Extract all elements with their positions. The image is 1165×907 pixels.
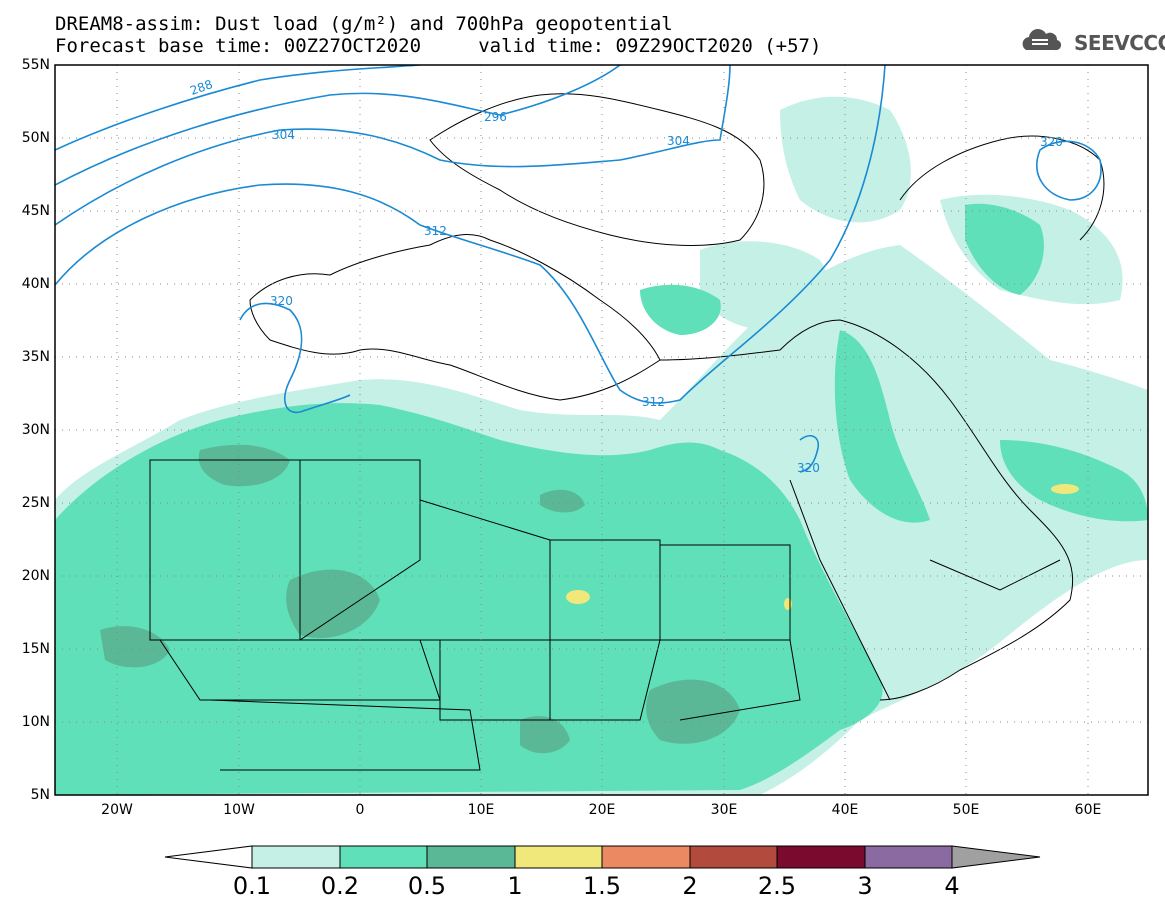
dust-band-medium-caspian	[965, 203, 1044, 295]
dust-band-medium-gulf	[1000, 440, 1148, 522]
map-title-line1: DREAM8-assim: Dust load (g/m²) and 700hP…	[55, 13, 673, 35]
contour-312	[55, 65, 886, 404]
contour-320-west	[239, 302, 351, 414]
contour-labels: 288 296 304 304 312 312 320 320 320	[188, 77, 1063, 475]
dust-band-dark-1	[198, 444, 290, 487]
dust-band-yellow-2	[784, 598, 792, 610]
map-frame	[54, 64, 1149, 796]
dust-band-yellow-1	[566, 590, 590, 604]
colorbar-swatch	[601, 845, 691, 869]
colorbar-swatch	[864, 845, 953, 869]
dust-band-light-north	[780, 96, 911, 223]
lat-tick-label: 15N	[21, 641, 50, 657]
contour-label: 288	[188, 77, 214, 98]
dust-band-dark-3	[100, 626, 170, 668]
contour-288	[55, 65, 421, 151]
colorbar-under	[164, 845, 253, 869]
logo-text: SEEVCCC	[1074, 31, 1165, 55]
lat-tick-label: 55N	[21, 57, 50, 73]
lat-tick-label: 25N	[21, 495, 50, 511]
lon-tick-label: 50E	[952, 802, 980, 818]
lat-tick-label: 20N	[21, 568, 50, 584]
colorbar-swatch	[339, 845, 428, 869]
colorbar-swatch	[514, 845, 603, 869]
colorbar-label: 2.5	[757, 872, 797, 900]
dust-band-medium-aegean	[640, 284, 721, 335]
contour-320-east	[1036, 140, 1102, 201]
lat-tick-label: 40N	[21, 276, 50, 292]
lat-tick-label: 35N	[21, 349, 50, 365]
contour-296	[55, 65, 621, 186]
lat-tick-label: 30N	[21, 422, 50, 438]
colorbar-label: 3	[857, 872, 873, 900]
dust-band-dark-6	[540, 489, 585, 513]
colorbar-swatch	[776, 845, 866, 869]
contour-label: 320	[797, 461, 820, 475]
lon-tick-label: 10W	[223, 802, 255, 818]
lat-tick-label: 10N	[21, 714, 50, 730]
dust-band-yellow-3	[1051, 484, 1079, 494]
lon-tick-label: 40E	[831, 802, 859, 818]
contour-320-arabia	[799, 435, 820, 473]
coastlines	[149, 93, 1105, 771]
colorbar-label: 0.2	[320, 872, 360, 900]
colorbar-label: 1.5	[582, 872, 622, 900]
colorbar	[164, 845, 1041, 869]
contour-label: 304	[272, 128, 295, 142]
dust-band-light-balkans	[700, 241, 829, 331]
colorbar-over	[951, 845, 1041, 869]
lat-tick-label: 5N	[30, 787, 50, 803]
lon-tick-label: 10E	[467, 802, 495, 818]
lat-tick-label: 45N	[21, 203, 50, 219]
contour-label: 320	[270, 294, 293, 308]
colorbar-swatch	[251, 845, 341, 869]
contour-label: 312	[642, 395, 665, 409]
contour-label: 304	[667, 134, 690, 148]
lon-tick-label: 30E	[710, 802, 738, 818]
contour-label: 296	[484, 110, 507, 124]
dust-band-dark-4	[646, 679, 740, 744]
dust-band-medium-arabia	[834, 330, 930, 523]
lon-tick-label: 0	[355, 802, 365, 818]
contour-304	[55, 65, 731, 226]
geopotential-contours	[55, 65, 1102, 473]
contour-label: 312	[424, 224, 447, 238]
lon-tick-label: 20E	[588, 802, 616, 818]
colorbar-label: 4	[944, 872, 960, 900]
lon-tick-label: 20W	[101, 802, 133, 818]
dust-field	[55, 96, 1148, 795]
lon-tick-label: 60E	[1074, 802, 1102, 818]
colorbar-swatch	[426, 845, 516, 869]
colorbar-label: 1	[507, 872, 523, 900]
cloud-logo-icon	[1022, 29, 1062, 51]
dust-band-dark-2	[286, 569, 380, 639]
lat-tick-label: 50N	[21, 130, 50, 146]
colorbar-label: 0.5	[407, 872, 447, 900]
map-title-line2: Forecast base time: 00Z27OCT2020 valid t…	[55, 35, 822, 57]
colorbar-label: 0.1	[232, 872, 272, 900]
grid	[55, 65, 1148, 795]
dust-band-dark-5	[520, 716, 570, 754]
colorbar-label: 2	[682, 872, 698, 900]
contour-label: 320	[1040, 135, 1063, 149]
colorbar-swatch	[689, 845, 778, 869]
